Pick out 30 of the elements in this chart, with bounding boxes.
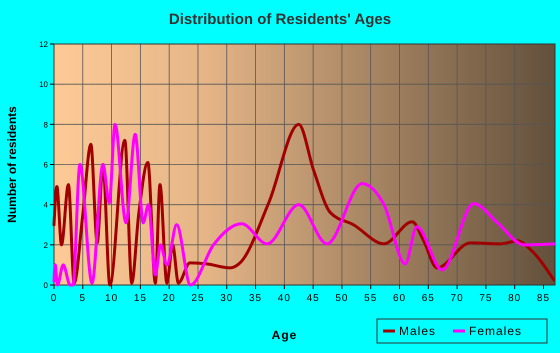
legend-label: Males bbox=[399, 324, 436, 338]
y-axis-title: Number of residents bbox=[5, 106, 19, 223]
x-tick-label: 30 bbox=[220, 293, 234, 304]
x-tick-label: 80 bbox=[508, 293, 522, 304]
y-tick-label: 2 bbox=[44, 240, 49, 250]
x-tick-label: 50 bbox=[335, 293, 348, 304]
y-tick-label: 8 bbox=[44, 120, 49, 130]
x-tick-label: 5 bbox=[80, 293, 86, 304]
x-tick-label: 40 bbox=[278, 293, 291, 304]
x-tick-label: 65 bbox=[422, 293, 435, 304]
x-tick-label: 10 bbox=[105, 293, 118, 304]
x-tick-label: 15 bbox=[134, 293, 147, 304]
x-tick-label: 25 bbox=[191, 293, 205, 304]
chart-title: Distribution of Residents' Ages bbox=[168, 11, 392, 28]
x-tick-label: 75 bbox=[479, 293, 492, 304]
y-tick-label: 12 bbox=[39, 40, 49, 49]
x-tick-label: 0 bbox=[50, 293, 58, 304]
y-tick-label: 10 bbox=[39, 80, 49, 90]
y-tick-label: 4 bbox=[44, 200, 49, 210]
y-tick-label: 6 bbox=[44, 160, 49, 170]
x-tick-label: 60 bbox=[392, 293, 406, 304]
x-axis-title: Age bbox=[272, 328, 298, 342]
x-tick-label: 70 bbox=[450, 293, 464, 304]
x-tick-label: 45 bbox=[306, 293, 320, 304]
x-tick-label: 20 bbox=[162, 293, 176, 304]
x-tick-label: 55 bbox=[364, 293, 378, 304]
y-tick-label: 0 bbox=[44, 281, 49, 290]
x-tick-label: 35 bbox=[248, 293, 262, 304]
x-tick-label: 85 bbox=[536, 293, 550, 304]
legend-label: Females bbox=[469, 324, 522, 338]
